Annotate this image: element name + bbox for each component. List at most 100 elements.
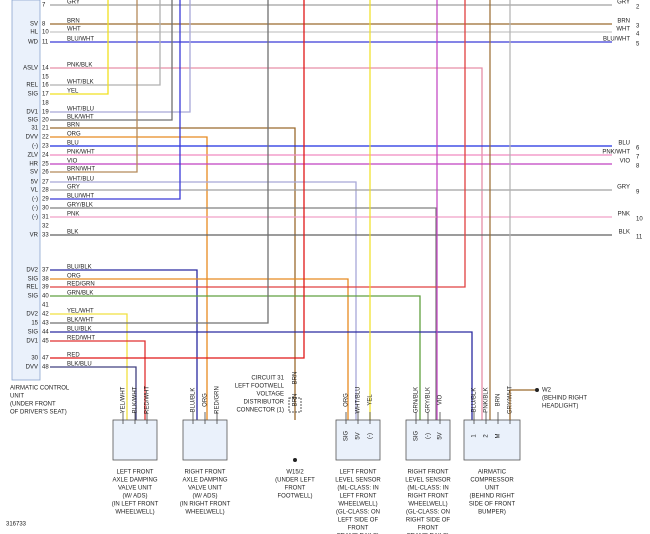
wire-label: YEL: [368, 394, 374, 406]
pin-number: 16: [42, 83, 49, 89]
pin-function: HR: [29, 162, 38, 168]
pin-number: 19: [42, 110, 49, 116]
component-box: [463, 419, 521, 461]
component-label: FRONT: [285, 486, 306, 492]
wire-color: BRN: [67, 19, 80, 25]
wire-color: BRN: [67, 123, 80, 129]
pin-number: 44: [42, 330, 49, 336]
wire: [50, 67, 483, 420]
wire-color: BLK/BLU: [67, 362, 92, 368]
component-label: (IN RIGHT FRONT: [180, 502, 231, 508]
continuation-ref: 9: [636, 190, 640, 196]
pin-function: 31: [31, 126, 38, 132]
pin-label: 1: [472, 434, 478, 438]
pin-function: SIG: [28, 277, 39, 283]
wire-label: GRY/BLK: [426, 387, 432, 413]
wire: [50, 0, 138, 173]
pin-function: (-): [32, 197, 38, 203]
figure-id: 316733: [6, 522, 27, 528]
pin-number: 37: [42, 268, 49, 274]
component-label: WHEELWELL): [338, 502, 377, 508]
wire-label: YEL/WHT: [121, 386, 127, 413]
wire-color: BLU/BLK: [67, 265, 92, 271]
pin-function: (-): [32, 206, 38, 212]
wire-color: RED/WHT: [67, 336, 95, 342]
wire-color: YEL/WHT: [67, 309, 94, 315]
ground-label: (BEHIND RIGHT: [542, 396, 587, 402]
continuation-ref: 5: [636, 42, 640, 48]
continuation-wire: BRN: [617, 19, 630, 25]
pin-number: 42: [42, 312, 49, 318]
continuation-wire: BLU: [618, 141, 630, 147]
wire: [50, 0, 269, 324]
continuation-wire: PNK: [618, 212, 630, 218]
wire: [50, 207, 437, 420]
pin-number: 22: [42, 135, 49, 141]
pin-number: 29: [42, 197, 49, 203]
wire-label: ORG: [203, 393, 209, 407]
component-label: WHEELWELL): [408, 502, 447, 508]
component-label: (UNDER LEFT: [275, 478, 315, 484]
pin-number: 33: [42, 233, 49, 239]
wire-color: WHT/BLU: [67, 107, 94, 113]
component-label: AXLE DAMPING: [112, 478, 157, 484]
wire: [50, 0, 466, 288]
wire-color: RED/GRN: [67, 282, 95, 288]
component-label: (GL-CLASS: ON: [336, 510, 380, 516]
wire-color: BLU/BLK: [67, 327, 92, 333]
wire-color: BLU/WHT: [67, 37, 94, 43]
pin-function: SIG: [28, 330, 39, 336]
continuation-ref: 2: [636, 5, 640, 11]
component-label: (BEHIND RIGHT: [470, 494, 515, 500]
pin-function: DV1: [26, 110, 38, 116]
component-label: RIGHT FRONT: [408, 470, 449, 476]
ground-lead: [509, 389, 535, 420]
component-label: RIGHT FRONT: [408, 494, 449, 500]
pin-function: DV2: [26, 312, 38, 318]
component-label: COMPRESSOR: [470, 478, 514, 484]
component-label: (W/ ADS): [193, 494, 218, 500]
pin-function: WD: [28, 40, 39, 46]
continuation-ref: 3: [636, 24, 640, 30]
wire-color: WHT/BLK: [67, 80, 94, 86]
wire-color: PNK/BLK: [67, 63, 92, 69]
control-unit-body: [11, 0, 41, 381]
pin-number: 14: [42, 66, 49, 72]
control-unit-label: AIRMATIC CONTROL: [10, 386, 70, 392]
wire-color: GRY: [67, 0, 80, 6]
control-unit-label: OF DRIVER'S SEAT): [10, 410, 67, 416]
wire: [50, 0, 181, 200]
connector-label: VOLTAGE: [257, 392, 284, 398]
wire-label: BRN: [293, 394, 299, 407]
wire-color: YEL: [67, 89, 79, 95]
wire: [50, 0, 109, 95]
pin-number: 31: [42, 215, 49, 221]
wire-label: BLU/BLK: [191, 388, 197, 413]
continuation-wire: PNK/WHT: [602, 150, 630, 156]
pin-function: VR: [30, 233, 39, 239]
wire-label: PNK/BLK: [484, 387, 490, 412]
wire-color: RED: [67, 353, 80, 359]
pin-number: 40: [42, 294, 49, 300]
connector-label: CIRCUIT 31: [251, 376, 284, 382]
connector-label: LEFT FOOTWELL: [235, 384, 285, 390]
wire: [50, 0, 161, 86]
wire: [50, 0, 305, 359]
continuation-ref: 4: [636, 32, 640, 38]
component-label: LEFT FRONT: [340, 494, 377, 500]
splice-point: [293, 458, 297, 462]
continuation-wire: GRY: [617, 185, 630, 191]
pin-label: (-): [368, 433, 374, 439]
component-label: UNIT: [485, 486, 499, 492]
pin-number: 26: [42, 170, 49, 176]
pin-number: 30: [42, 206, 49, 212]
pin-function: SIG: [28, 92, 39, 98]
pin-function: 15: [31, 321, 38, 327]
continuation-ref: 7: [636, 155, 640, 161]
connector-label: DISTRIBUTOR: [243, 400, 284, 406]
connector-label: CONNECTOR (1): [236, 408, 284, 414]
wire-color: VIO: [67, 159, 78, 165]
pin-number: 11: [42, 40, 49, 46]
component-box: [112, 419, 158, 461]
